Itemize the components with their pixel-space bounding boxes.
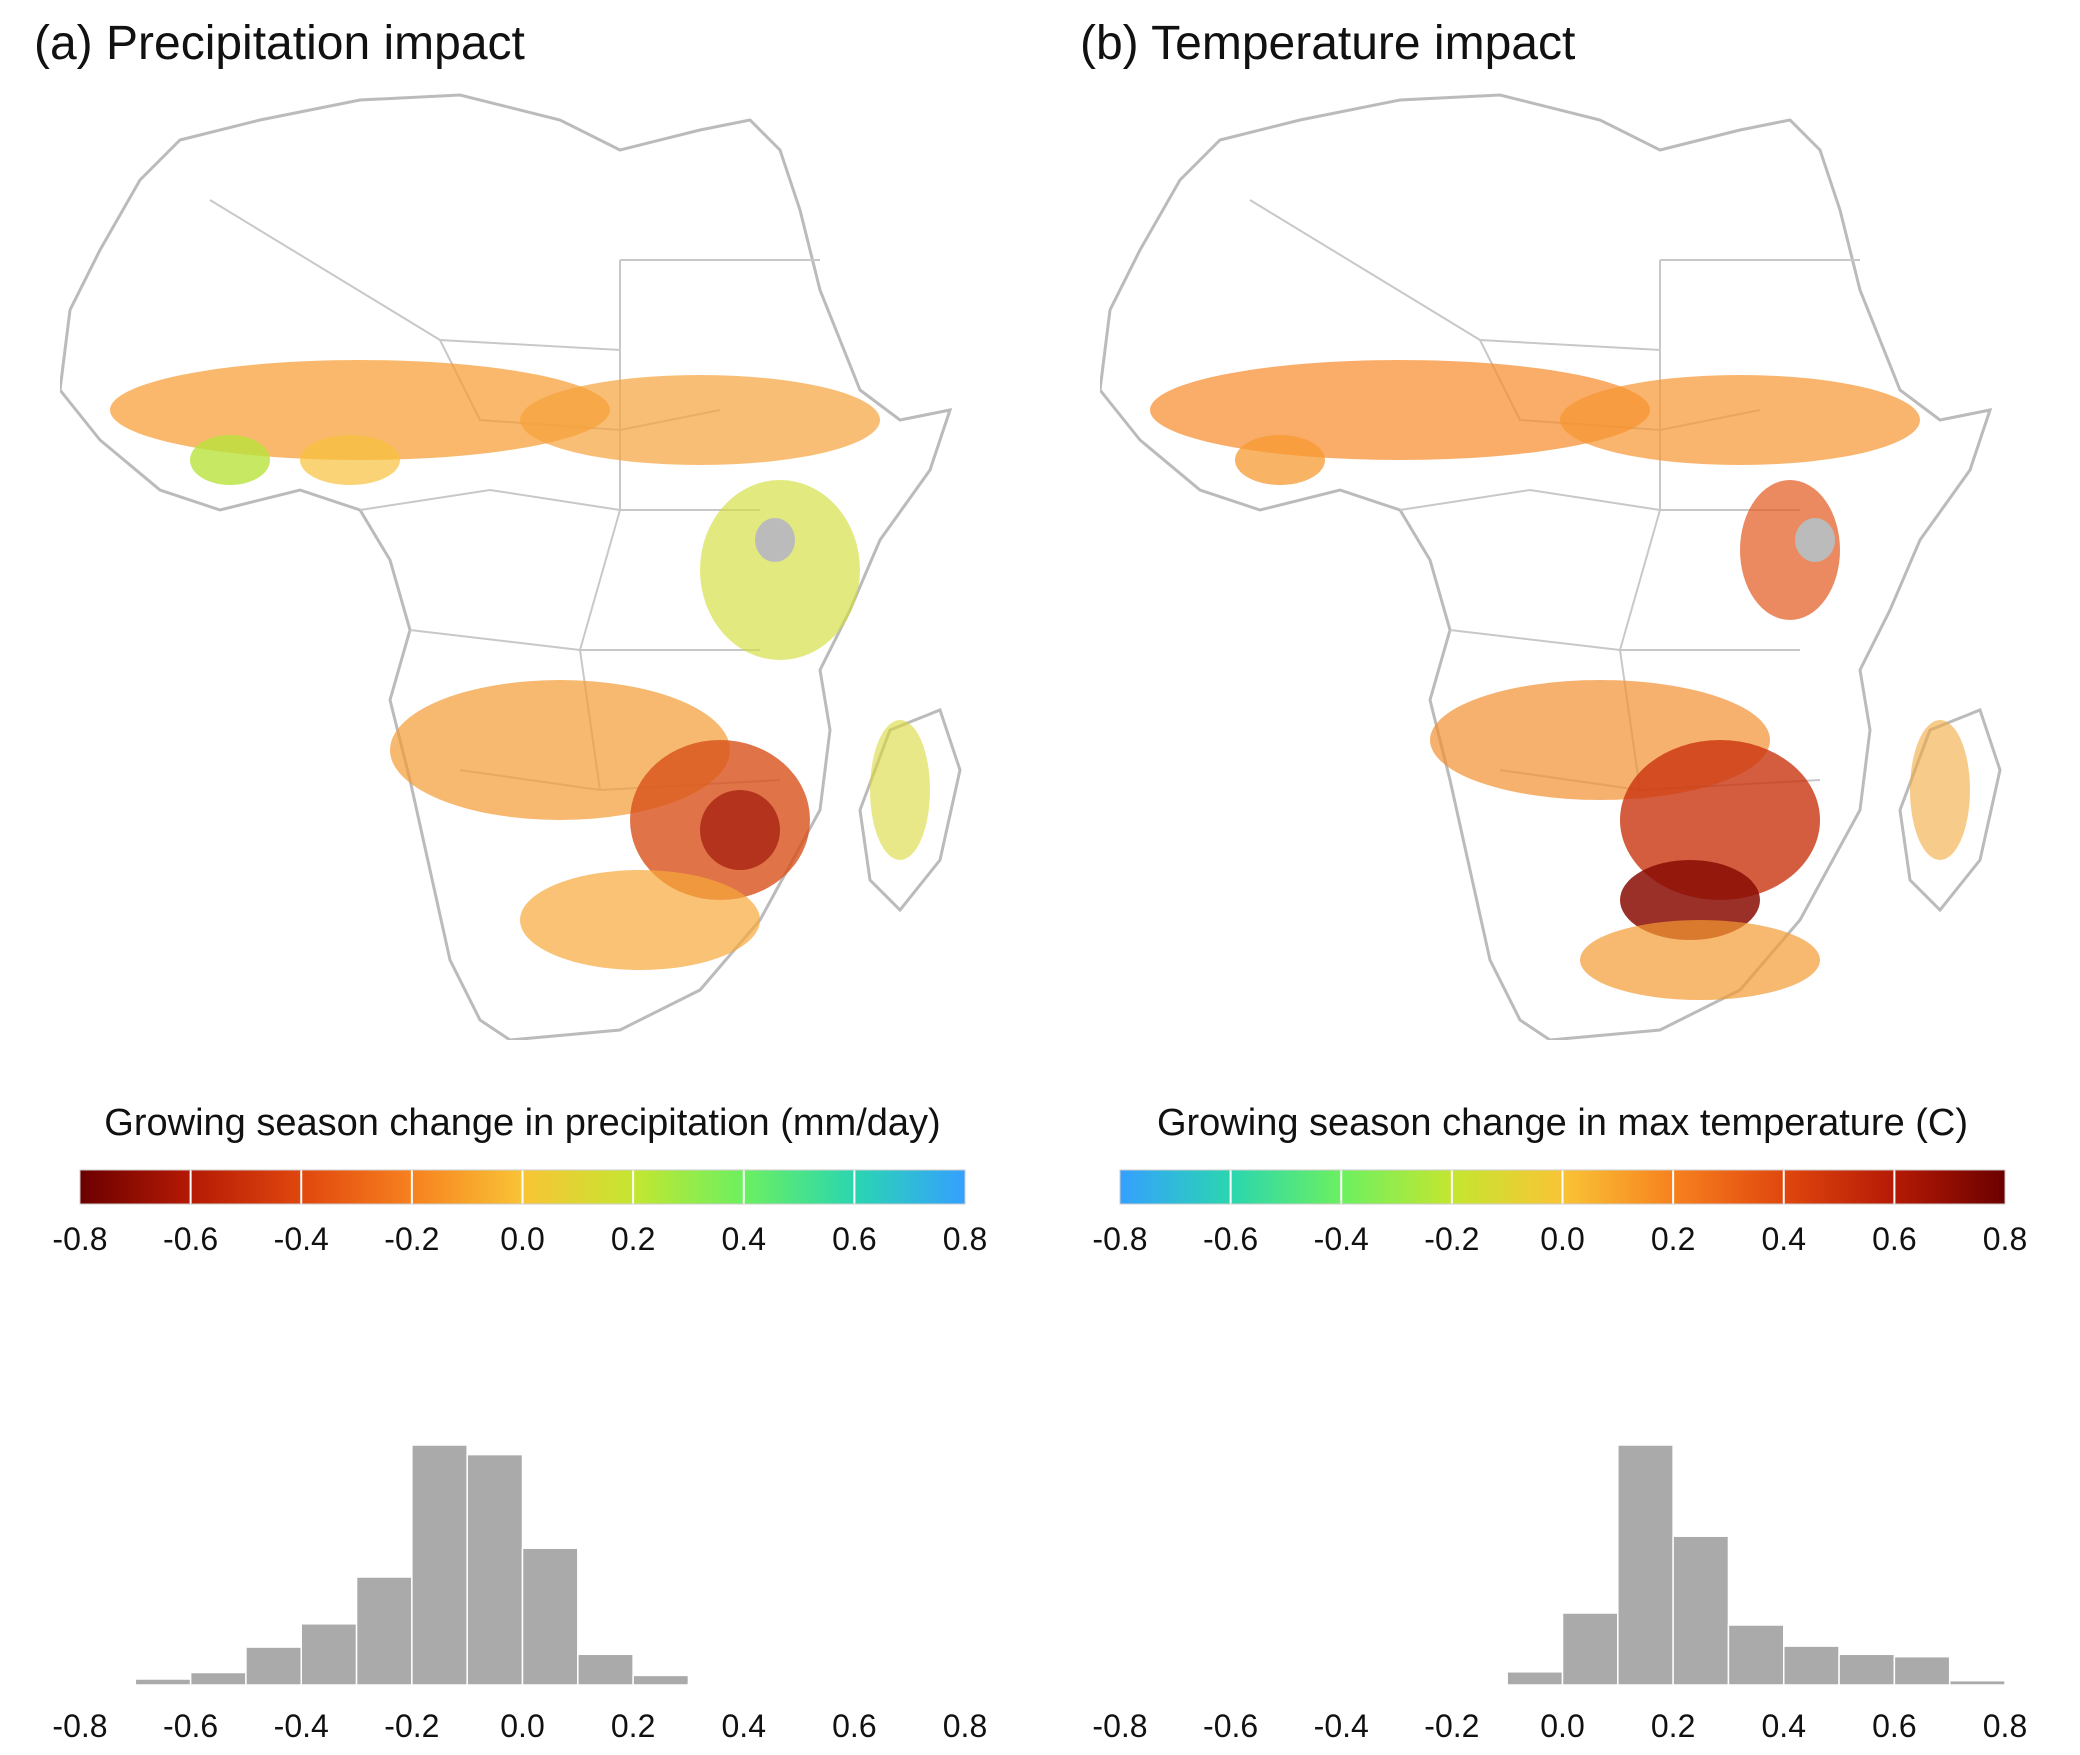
histogram-bar <box>632 1674 690 1686</box>
colorbar-tick-label: 0.2 <box>611 1221 655 1257</box>
colorbar-segment <box>633 1170 744 1204</box>
colorbar-tick-label: -0.8 <box>1092 1221 1147 1257</box>
histogram-tick-label: 0.2 <box>611 1708 655 1744</box>
histogram-bar <box>687 1682 745 1686</box>
colorbar-segment <box>743 1170 855 1204</box>
histogram-bar <box>355 1576 413 1686</box>
panel-title: (a) Precipitation impact <box>34 17 525 70</box>
panel-precipitation: (a) Precipitation impact <box>34 17 990 1744</box>
colorbar-title: Growing season change in max temperature… <box>1156 1102 1969 1144</box>
colorbar-tick-label: 0.4 <box>1762 1221 1806 1257</box>
colorbar-tick-label: 0.8 <box>1983 1221 2027 1257</box>
histogram-bar <box>466 1453 524 1686</box>
colorbar-tick-label: -0.2 <box>1424 1221 1479 1257</box>
histogram-bar <box>189 1671 247 1686</box>
histogram-tick-label: 0.6 <box>1872 1708 1916 1744</box>
colorbar-segment <box>190 1170 302 1204</box>
panel-temperature: (b) Temperature impact <box>1040 0 2080 1755</box>
africa-map-svg <box>58 93 962 1042</box>
histogram-tick-label: 0.8 <box>1983 1708 2027 1744</box>
colorbar-tick-label: -0.6 <box>163 1221 218 1257</box>
panel-title: (b) Temperature impact <box>1080 17 1576 70</box>
colorbar-tick-label: 0.4 <box>722 1221 766 1257</box>
colorbar-tick-label: 0.8 <box>943 1221 987 1257</box>
histogram-tick-label: -0.8 <box>1092 1708 1147 1744</box>
africa-outline <box>1098 93 1993 1042</box>
histogram-tick-label: 0.6 <box>832 1708 876 1744</box>
colorbar-segment <box>301 1170 412 1204</box>
histogram-tick-label: -0.4 <box>1314 1708 1369 1744</box>
colorbar-segment <box>1451 1170 1563 1204</box>
colorbar-tick-label: 0.0 <box>1540 1221 1584 1257</box>
colorbar-tick-label: -0.4 <box>274 1221 329 1257</box>
histogram-tick-label: -0.4 <box>274 1708 329 1744</box>
precip-colorbar-histogram: -0.8 -0.6 -0.4 -0.2 0.0 0.2 0.4 0.6 0.8 -0.8 -0.6 -… <box>52 1169 987 1744</box>
colorbar-segment <box>80 1170 191 1204</box>
histogram-tick-label: -0.2 <box>384 1708 439 1744</box>
colorbar-tick-label: -0.8 <box>52 1221 107 1257</box>
africa-map <box>58 90 990 1042</box>
histogram-bar <box>577 1653 634 1686</box>
histogram-bar <box>1893 1655 1951 1686</box>
histogram-bar <box>1617 1444 1674 1686</box>
histogram-bar <box>1727 1624 1785 1686</box>
colorbar-tick-label: 0.6 <box>1872 1221 1916 1257</box>
histogram-bar <box>411 1444 468 1686</box>
histogram-bar <box>1506 1671 1564 1686</box>
colorbar-frame <box>79 1169 966 1205</box>
histogram-tick-label: -0.2 <box>1424 1708 1479 1744</box>
colorbar-tick-label: -0.6 <box>1203 1221 1258 1257</box>
colorbar-segment <box>522 1170 634 1204</box>
colorbar-tick-label: -0.4 <box>1314 1221 1369 1257</box>
colorbar-tick-label: 0.2 <box>1651 1221 1695 1257</box>
histogram-tick-label: 0.0 <box>500 1708 544 1744</box>
histogram-bar <box>1948 1679 2006 1686</box>
colorbar-segment <box>1894 1170 2005 1204</box>
histogram-bar <box>1783 1645 1840 1686</box>
histogram-tick-label: -0.8 <box>52 1708 107 1744</box>
histogram-tick-label: -0.6 <box>163 1708 218 1744</box>
lake-victoria <box>755 518 795 562</box>
colorbar-segment <box>854 1170 965 1204</box>
histogram-tick-label: 0.4 <box>1762 1708 1806 1744</box>
histogram-tick-label: 0.4 <box>722 1708 766 1744</box>
histogram-bar <box>300 1623 358 1686</box>
colorbar-tick-label: 0.6 <box>832 1221 876 1257</box>
colorbar-segment <box>1783 1170 1895 1204</box>
histogram-tick-label: 0.0 <box>1540 1708 1584 1744</box>
temp-colorbar-histogram: -0.8 -0.6 -0.4 -0.2 0.0 0.2 0.4 0.6 0.8 -0.8 -0.6 -… <box>1092 1169 2027 1744</box>
africa-map <box>1098 90 2030 1042</box>
colorbar-segment <box>411 1170 523 1204</box>
colorbar-tick-label: -0.2 <box>384 1221 439 1257</box>
histogram-bar <box>134 1678 192 1686</box>
heat-patches <box>1150 360 1970 1000</box>
colorbar-title: Growing season change in precipitation (… <box>104 1102 941 1144</box>
histogram-bar <box>1838 1653 1896 1686</box>
histogram-bar <box>1451 1682 1508 1686</box>
colorbar-tick-label: 0.0 <box>500 1221 544 1257</box>
colorbar-frame <box>1119 1169 2006 1205</box>
histogram-bar <box>1561 1612 1619 1686</box>
histogram-tick-label: 0.8 <box>943 1708 987 1744</box>
colorbar-segment <box>1230 1170 1342 1204</box>
histogram-bar <box>245 1646 302 1686</box>
histogram-bar <box>521 1547 579 1686</box>
africa-map-svg <box>1098 93 2002 1042</box>
colorbar-segment <box>1562 1170 1674 1204</box>
colorbar-segment <box>1120 1170 1231 1204</box>
histogram-tick-label: -0.6 <box>1203 1708 1258 1744</box>
colorbar-segment <box>1341 1170 1452 1204</box>
histogram-bar <box>1672 1535 1730 1686</box>
histogram-tick-label: 0.2 <box>1651 1708 1695 1744</box>
heat-patches <box>110 360 930 970</box>
lake-victoria <box>1795 518 1835 562</box>
colorbar-segment <box>1673 1170 1784 1204</box>
